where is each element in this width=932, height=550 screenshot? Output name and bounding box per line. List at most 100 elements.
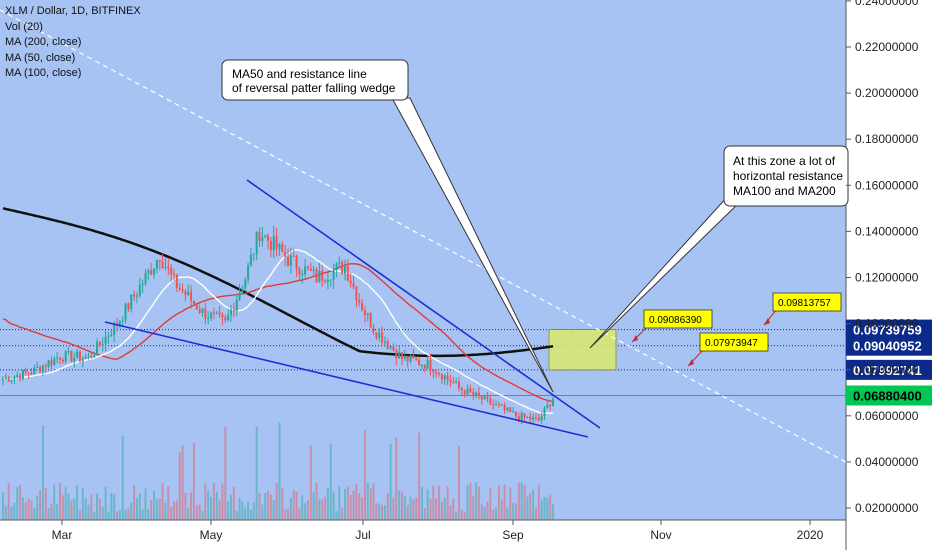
x-tick-labels: Mar May Jul Sep Nov 2020 bbox=[52, 520, 824, 542]
candle-body bbox=[267, 235, 270, 241]
y-tick-label: 0.24000000 bbox=[855, 0, 919, 8]
candle-body bbox=[181, 289, 184, 292]
candle-body bbox=[118, 321, 121, 326]
volume-bar bbox=[475, 482, 478, 520]
volume-bar bbox=[204, 483, 207, 520]
candle-body bbox=[552, 398, 555, 407]
volume-bar bbox=[39, 490, 42, 520]
volume-bar bbox=[304, 503, 307, 520]
plot-background bbox=[0, 0, 846, 520]
volume-bar bbox=[170, 506, 173, 520]
volume-bar bbox=[141, 508, 144, 520]
candle-body bbox=[41, 365, 44, 372]
volume-bar bbox=[318, 499, 321, 520]
candle-body bbox=[489, 398, 492, 405]
volume-bar bbox=[480, 504, 483, 520]
candle-body bbox=[295, 255, 298, 269]
candle-body bbox=[190, 291, 193, 301]
volume-bar bbox=[346, 486, 349, 520]
candle-body bbox=[372, 327, 375, 333]
candle-body bbox=[272, 236, 275, 251]
volume-bar bbox=[529, 493, 532, 520]
candle-body bbox=[366, 313, 369, 315]
volume-bar bbox=[338, 486, 341, 520]
volume-bar bbox=[321, 499, 324, 520]
price-label-text: 0.07973947 bbox=[705, 338, 758, 349]
volume-bar bbox=[549, 494, 552, 520]
volume-bar bbox=[352, 490, 355, 520]
candle-body bbox=[130, 294, 133, 310]
volume-bar bbox=[449, 505, 452, 520]
volume-bar bbox=[215, 491, 218, 520]
candle-body bbox=[147, 270, 150, 274]
resistance-dashed-line bbox=[0, 9, 847, 463]
candle-body bbox=[135, 295, 138, 297]
volume-bar bbox=[59, 483, 61, 520]
candle-body bbox=[164, 267, 167, 269]
candle-body bbox=[361, 302, 364, 311]
volume-bar bbox=[489, 487, 492, 520]
volume-bar bbox=[153, 490, 156, 520]
candle-body bbox=[138, 285, 141, 296]
candle-body bbox=[306, 266, 309, 269]
volume-bar bbox=[264, 492, 267, 520]
volume-bar bbox=[398, 490, 401, 520]
candle-body bbox=[546, 404, 549, 408]
price-label-text: 0.09813757 bbox=[778, 298, 831, 309]
volume-bar bbox=[67, 493, 70, 520]
candle-body bbox=[210, 312, 213, 319]
volume-bar bbox=[272, 500, 275, 520]
volume-bar bbox=[366, 482, 369, 520]
candle-body bbox=[232, 309, 235, 311]
candle-body bbox=[312, 269, 315, 272]
volume-bar bbox=[19, 485, 22, 520]
y-tick-label: 0.22000000 bbox=[855, 40, 919, 54]
candle-body bbox=[472, 392, 475, 396]
candle-body bbox=[458, 381, 460, 388]
volume-bar bbox=[127, 508, 130, 520]
volume-bar bbox=[284, 509, 287, 520]
candle-body bbox=[39, 367, 42, 372]
candle-body bbox=[326, 279, 329, 282]
volume-bar bbox=[261, 504, 264, 520]
candle-body bbox=[483, 396, 486, 400]
volume-bar bbox=[44, 487, 47, 520]
volume-bar bbox=[76, 485, 79, 520]
volume-bar bbox=[301, 495, 304, 520]
price-label-box bbox=[772, 292, 842, 312]
legend-ma200: MA (200, close) bbox=[5, 36, 82, 48]
volume-bar bbox=[292, 490, 295, 520]
volume-bar bbox=[526, 496, 529, 520]
volume-bar bbox=[466, 485, 469, 520]
volume-bar bbox=[432, 485, 435, 520]
y-tick-label: 0.08000000 bbox=[855, 363, 919, 377]
callout-text: of reversal patter falling wedge bbox=[232, 81, 396, 95]
legend-ma50: MA (50, close) bbox=[5, 51, 76, 64]
candle-body bbox=[537, 417, 540, 421]
volume-bar bbox=[349, 495, 352, 520]
candle-body bbox=[520, 413, 523, 420]
volume-bar bbox=[537, 484, 540, 520]
candle-body bbox=[133, 294, 136, 297]
candle-body bbox=[355, 286, 358, 301]
volume-bar bbox=[16, 487, 19, 520]
candle-body bbox=[67, 350, 70, 352]
candle-body bbox=[81, 358, 84, 362]
volume-bar bbox=[403, 496, 406, 520]
candle-body bbox=[44, 365, 47, 367]
callout-text: horizontal resistance bbox=[733, 169, 843, 183]
volume-bar bbox=[133, 485, 136, 520]
candle-body bbox=[187, 291, 190, 296]
volume-bar bbox=[401, 491, 403, 520]
volume-bar bbox=[326, 488, 329, 520]
candle-body bbox=[318, 270, 321, 282]
volume-bar bbox=[53, 484, 56, 520]
volume-bar bbox=[2, 492, 4, 520]
volume-bar bbox=[21, 497, 24, 520]
volume-bar bbox=[187, 507, 190, 520]
candle-body bbox=[475, 392, 478, 396]
candle-body bbox=[192, 300, 195, 304]
volume-bar bbox=[50, 503, 53, 520]
